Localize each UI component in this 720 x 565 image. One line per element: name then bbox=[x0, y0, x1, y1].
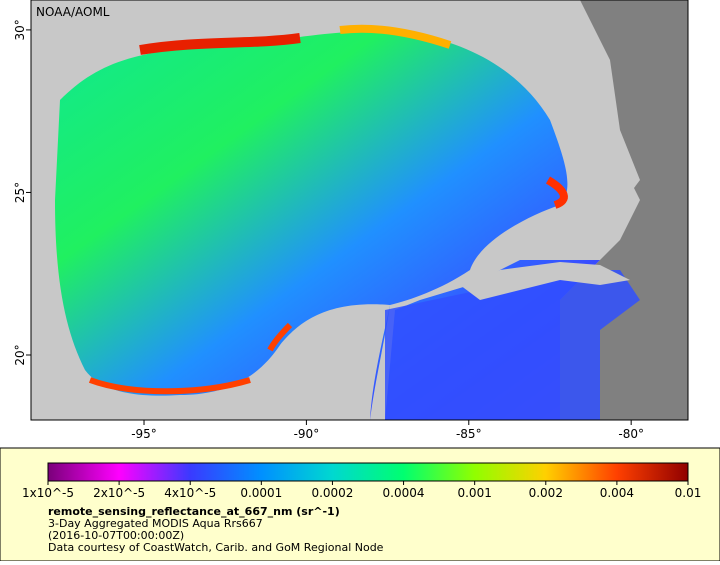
caption-time: (2016-10-07T00:00:00Z) bbox=[48, 529, 184, 542]
map: NOAA/AOML bbox=[30, 0, 689, 421]
coastal-band bbox=[88, 322, 293, 395]
axes: -95° -90° -85° -80° 20° 25° 30° bbox=[13, 19, 644, 441]
colorbar-label: 2x10^-5 bbox=[93, 486, 145, 500]
x-tick-label: -90° bbox=[294, 427, 320, 441]
colorbar-label: 0.01 bbox=[675, 486, 702, 500]
map-frame bbox=[30, 0, 689, 421]
x-tick-label: -95° bbox=[131, 427, 157, 441]
x-tick-label: -80° bbox=[618, 427, 644, 441]
caption-credit: Data courtesy of CoastWatch, Carib. and … bbox=[48, 541, 384, 554]
caption-variable: remote_sensing_reflectance_at_667_nm (sr… bbox=[48, 505, 340, 518]
y-tick-label: 30° bbox=[13, 19, 27, 40]
florida bbox=[575, 0, 640, 200]
coastal-band bbox=[545, 176, 568, 209]
coastal-band bbox=[139, 33, 301, 55]
colorbar-label: 4x10^-5 bbox=[164, 486, 216, 500]
colorbar-label: 0.0002 bbox=[311, 486, 353, 500]
caribbean-water bbox=[385, 270, 640, 420]
colorbar bbox=[47, 462, 689, 482]
y-tick-label: 20° bbox=[13, 344, 27, 365]
source-label: NOAA/AOML bbox=[36, 5, 110, 19]
colorbar-label: 1x10^-5 bbox=[22, 486, 74, 500]
colorbar-label: 0.0001 bbox=[240, 486, 282, 500]
colorbar-labels: 1x10^-5 2x10^-5 4x10^-5 0.0001 0.0002 0.0004 0… bbox=[22, 481, 701, 500]
colorbar-label: 0.0004 bbox=[383, 486, 425, 500]
y-tick-label: 25° bbox=[13, 182, 27, 203]
caption-product: 3-Day Aggregated MODIS Aqua Rrs667 bbox=[48, 517, 263, 530]
colorbar-label: 0.002 bbox=[529, 486, 563, 500]
colorbar-label: 0.004 bbox=[600, 486, 634, 500]
x-tick-label: -85° bbox=[456, 427, 482, 441]
coastal-band bbox=[339, 24, 452, 49]
colorbar-label: 0.001 bbox=[457, 486, 491, 500]
cuba bbox=[460, 262, 630, 300]
